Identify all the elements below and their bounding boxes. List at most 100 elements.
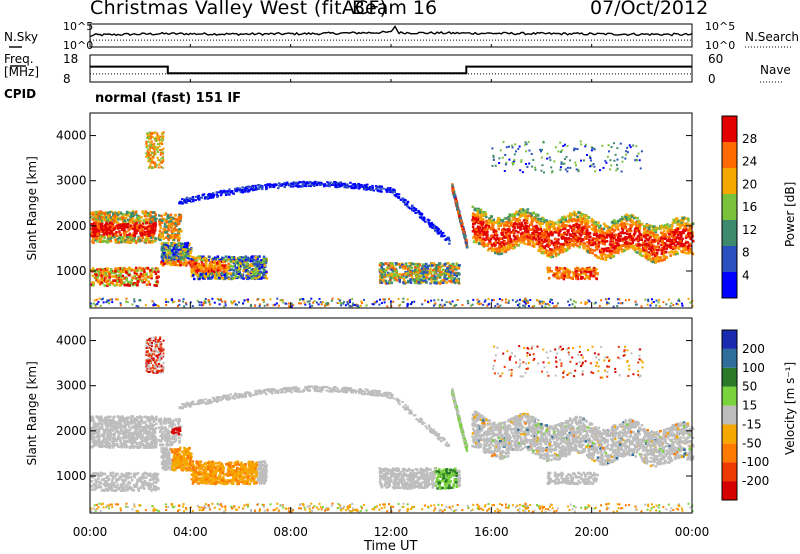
left-low-cell: [152, 270, 155, 274]
right-band-cell: [631, 224, 634, 227]
mid-blob-cell: [232, 260, 235, 263]
mid-blob-cell: [223, 273, 227, 277]
patch-cell: [178, 230, 181, 233]
left-band-cell: [96, 228, 99, 231]
cluster-cell: [389, 277, 393, 280]
arc-scatter-cell: [430, 222, 433, 224]
ground-scatter-cell: [480, 302, 483, 305]
ground-scatter-cell: [154, 303, 157, 306]
arc-scatter-cell: [210, 193, 213, 196]
right-band-cell: [687, 219, 690, 223]
patch-cell: [168, 222, 171, 226]
right-band-cell: [645, 249, 648, 253]
mid-blob-cell: [214, 264, 217, 267]
left-band-cell: [103, 219, 107, 222]
right-band-cell: [657, 242, 660, 245]
cluster-cell: [395, 270, 399, 273]
cluster-cell: [430, 278, 434, 281]
patch-cell: [169, 226, 173, 229]
mid-blob-cell: [209, 272, 212, 276]
left-low-cell: [119, 270, 123, 273]
ground-scatter-cell: [650, 302, 653, 305]
cluster-cell: [423, 270, 426, 274]
cluster-cell: [427, 264, 430, 268]
ground-scatter-cell: [525, 299, 528, 302]
cluster-cell: [383, 273, 387, 277]
nsearch-label: N.Search: [745, 30, 800, 44]
ground-scatter-cell: [584, 303, 587, 305]
streak-cell: [453, 190, 456, 194]
arc-scatter-cell: [336, 182, 339, 185]
left-low-cell: [105, 276, 108, 279]
left-band-cell: [109, 237, 112, 240]
arc-scatter-cell: [215, 191, 219, 194]
ground-scatter-cell: [198, 304, 201, 307]
arc-scatter-cell: [275, 183, 278, 186]
cluster-cell: [418, 279, 422, 282]
left-band-cell: [153, 240, 157, 243]
patch-cell: [161, 234, 165, 238]
right-band-cell: [669, 224, 672, 227]
spike-cell: [152, 166, 155, 169]
patch-cell: [162, 237, 165, 240]
mid-blob-cell: [172, 247, 175, 250]
left-band-cell: [137, 224, 140, 227]
left-band-cell: [110, 231, 113, 235]
arc-scatter-cell: [397, 193, 401, 196]
right-band-cell: [611, 246, 614, 249]
mid-blob-cell: [167, 256, 171, 259]
left-band-cell: [126, 222, 130, 226]
right-band-cell: [591, 251, 595, 255]
left-low-cell: [108, 272, 111, 275]
ground-scatter-cell: [312, 301, 315, 304]
left-low-cell: [100, 276, 103, 279]
ground-scatter-cell: [651, 298, 653, 301]
mid-blob-cell: [185, 250, 188, 254]
right-band-cell: [644, 236, 647, 240]
spike-cell: [147, 148, 150, 151]
left-band-cell: [99, 240, 102, 244]
arc-scatter-cell: [343, 184, 347, 187]
ground-scatter-cell: [298, 302, 301, 305]
spike-cell: [149, 134, 152, 137]
mid-blob-cell: [208, 263, 211, 267]
arc-scatter-cell: [346, 183, 349, 186]
left-low-cell: [147, 280, 150, 283]
arc-scatter-cell: [337, 185, 340, 188]
cluster-cell: [435, 282, 438, 285]
ground-scatter-cell: [242, 302, 245, 305]
cluster-cell: [413, 269, 416, 272]
mid-blob-cell: [235, 272, 238, 275]
cluster-cell: [409, 278, 412, 281]
left-low-cell: [141, 269, 145, 272]
arc-scatter-cell: [333, 183, 337, 186]
mid-blob-cell: [239, 259, 242, 262]
left-band-cell: [106, 213, 110, 217]
right-band-cell: [585, 231, 589, 234]
left-low-cell: [148, 283, 152, 286]
ground-scatter-cell: [218, 303, 221, 306]
cluster-cell: [430, 280, 433, 284]
cluster-cell: [378, 268, 382, 271]
spike-cell: [147, 152, 150, 154]
mid-blob-cell: [188, 261, 191, 264]
mid-blob-cell: [263, 264, 266, 267]
ground-scatter-cell: [185, 303, 188, 306]
spike-cell: [161, 140, 163, 143]
left-band-cell: [150, 233, 154, 237]
freq-ytick-left: 8: [63, 72, 71, 86]
ground-scatter-cell: [262, 300, 265, 303]
spike-cell: [149, 157, 152, 160]
mid-blob-cell: [179, 248, 182, 251]
ground-scatter-cell: [478, 300, 481, 303]
left-low-cell: [97, 281, 100, 284]
spike-cell: [157, 151, 160, 154]
streak-cell: [458, 215, 461, 218]
spike-cell: [152, 144, 155, 147]
right-band-cell: [638, 238, 641, 241]
mid-blob-cell: [211, 265, 214, 268]
right-band-cell: [672, 235, 675, 238]
right-band-cell: [652, 228, 655, 232]
mid-blob-cell: [206, 259, 209, 262]
arc-scatter-cell: [268, 186, 272, 189]
